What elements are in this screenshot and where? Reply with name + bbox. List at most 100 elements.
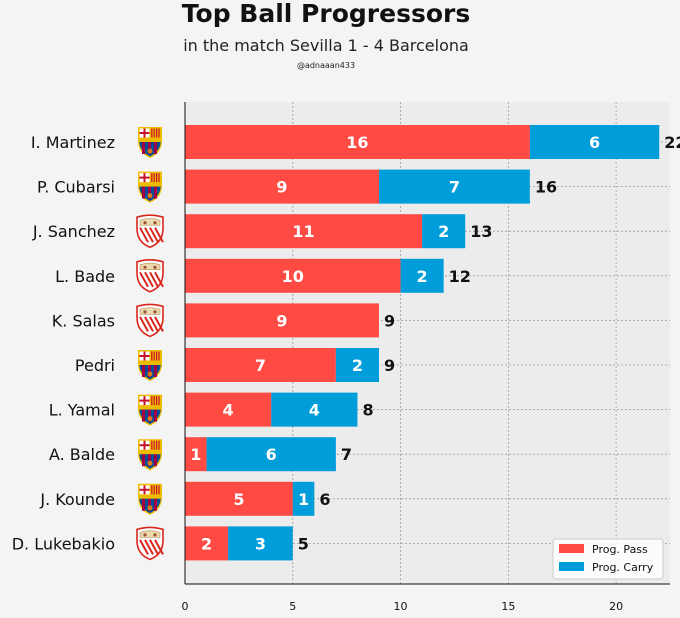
- crest-stripe: [149, 316, 159, 332]
- x-tick-label: 15: [501, 600, 515, 613]
- bar-prog-carry-i-martinez: [529, 125, 660, 159]
- barcelona-crest-icon: [138, 483, 162, 515]
- crest-top: [139, 530, 161, 538]
- player-name-l-bade: L. Bade: [55, 267, 115, 286]
- bar-prog-pass-i-martinez: [185, 125, 530, 159]
- bar-total-j-kounde: 6: [319, 490, 330, 509]
- crest-lower-stripe: [148, 409, 151, 422]
- bar-label-prog-pass-k-salas: 9: [276, 311, 287, 330]
- crest-stripe: [149, 539, 159, 555]
- crest-cross-h: [139, 444, 150, 447]
- crest-senyera: [150, 485, 161, 495]
- bar-prog-pass-j-kounde: [185, 481, 293, 516]
- crest-lower-stripe: [154, 454, 157, 467]
- bar-prog-carry-j-kounde: [292, 481, 315, 516]
- crest-top-dot: [143, 310, 147, 314]
- player-name-i-martinez: I. Martinez: [31, 133, 115, 152]
- bar-label-prog-carry-j-kounde: 1: [298, 490, 309, 509]
- crest-stripe: [153, 173, 155, 183]
- crest-stripe: [156, 440, 158, 450]
- crest-lower-stripe: [154, 498, 157, 511]
- sevilla-crest-icon: [136, 526, 164, 561]
- bar-total-j-sanchez: 13: [470, 222, 492, 241]
- barcelona-crest-icon: [138, 439, 162, 471]
- bar-prog-carry-d-lukebakio: [228, 526, 293, 561]
- bar-prog-carry-l-yamal: [271, 392, 358, 427]
- crest-cross-h: [139, 132, 150, 134]
- legend-swatch-prog-carry: [559, 562, 584, 571]
- crest-band: [139, 450, 161, 454]
- bar-label-prog-carry-l-bade: 2: [417, 267, 428, 286]
- bar-prog-pass-k-salas: [185, 303, 379, 338]
- legend-label-prog-carry: Prog. Carry: [592, 561, 654, 574]
- bar-label-prog-pass-p-cubarsi: 9: [276, 178, 287, 197]
- bar-total-d-lukebakio: 5: [298, 534, 309, 553]
- crest-stripe: [151, 485, 153, 495]
- bar-prog-pass-j-sanchez: [185, 214, 423, 249]
- crest-stripe: [139, 227, 149, 243]
- player-name-k-salas: K. Salas: [52, 311, 115, 330]
- barcelona-crest-icon: [138, 127, 162, 158]
- bar-total-k-salas: 9: [384, 311, 395, 330]
- bar-prog-carry-l-bade: [400, 258, 444, 293]
- chart-subtitle: in the match Sevilla 1 - 4 Barcelona: [183, 36, 469, 55]
- bar-prog-carry-a-balde: [206, 437, 336, 472]
- crest-lower-stripe: [142, 142, 145, 154]
- player-name-j-sanchez: J. Sanchez: [32, 222, 115, 241]
- player-labels: I. Martinez P. Cubarsi J. Sanchez L. Bade K.…: [12, 127, 164, 561]
- crest-lower-stripe: [154, 142, 157, 154]
- crest-top: [139, 262, 161, 271]
- crest-stripe: [154, 316, 164, 332]
- crest-stripe: [154, 271, 164, 288]
- crest-stripe: [156, 396, 158, 406]
- crest-stripe: [158, 440, 160, 450]
- crest-cross-h: [139, 399, 150, 402]
- crest-lower-stripe: [142, 365, 145, 377]
- crest-stripe: [144, 271, 154, 288]
- bar-prog-carry-pedri: [335, 348, 379, 382]
- bar-prog-pass-d-lukebakio: [185, 526, 229, 561]
- legend-label-prog-pass: Prog. Pass: [592, 543, 648, 556]
- bar-label-prog-pass-l-bade: 10: [282, 267, 304, 286]
- crest-senyera: [150, 396, 161, 406]
- legend: Prog. Pass Prog. Carry: [552, 538, 664, 580]
- bar-label-prog-pass-j-sanchez: 11: [292, 222, 314, 241]
- crest-stripe: [158, 396, 160, 406]
- bar-prog-carry-j-sanchez: [422, 214, 466, 249]
- bars: 166229716112131021299729448167516235: [185, 125, 680, 561]
- crest-stripe: [158, 485, 160, 495]
- crest-lower-stripe: [148, 498, 151, 511]
- barcelona-crest-icon: [138, 171, 162, 203]
- bar-total-pedri: 9: [384, 356, 395, 375]
- crest-senyera: [150, 351, 161, 361]
- crest-lower-stripe: [142, 454, 145, 467]
- crest-ball: [147, 148, 153, 154]
- crest-stripe: [158, 351, 160, 361]
- crest-stripe: [156, 485, 158, 495]
- crest-stripe: [151, 396, 153, 406]
- crest-top: [139, 307, 161, 315]
- bar-prog-pass-pedri: [185, 348, 336, 382]
- bar-label-prog-carry-i-martinez: 6: [589, 133, 600, 152]
- bar-label-prog-carry-j-sanchez: 2: [438, 222, 449, 241]
- x-tick-label: 10: [394, 600, 408, 613]
- crest-senyera: [150, 128, 161, 138]
- crest-senyera: [150, 440, 161, 450]
- crest-top-dot: [153, 533, 157, 537]
- crest-stripe: [144, 316, 154, 332]
- crest-lower-stripe: [154, 186, 157, 199]
- bar-prog-pass-p-cubarsi: [185, 169, 379, 204]
- chart-title: Top Ball Progressors: [182, 0, 470, 28]
- player-name-d-lukebakio: D. Lukebakio: [12, 534, 115, 553]
- crest-band: [139, 182, 161, 187]
- crest-top-dot: [153, 221, 157, 225]
- sevilla-crest-icon: [136, 214, 164, 249]
- x-axis: 0 5 10 15 20: [182, 102, 670, 613]
- crest-stripe: [153, 128, 155, 138]
- bar-label-prog-pass-pedri: 7: [255, 356, 266, 375]
- crest-stripe: [153, 351, 155, 361]
- crest-ball: [147, 193, 153, 199]
- crest-cross-h: [139, 488, 150, 491]
- crest-lower-stripe: [148, 365, 151, 377]
- player-name-pedri: Pedri: [75, 356, 115, 375]
